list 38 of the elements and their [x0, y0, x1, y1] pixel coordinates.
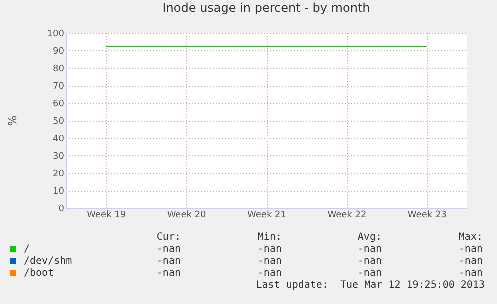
text: Avg:: [356, 232, 382, 244]
y-tick-label: 70: [53, 82, 65, 92]
y-tick-label: 100: [47, 30, 65, 40]
chart-title: Inode usage in percent - by month: [162, 1, 370, 15]
y-tick-label: 30: [53, 152, 65, 162]
y-tick-label: 40: [53, 134, 65, 144]
text: Last update: Tue Mar 12 19:25:00 2013: [255, 280, 485, 292]
text: -nan: [458, 244, 483, 256]
text: -nan: [356, 256, 382, 268]
y-tick-label: 80: [53, 64, 65, 74]
text: Min:: [256, 232, 282, 244]
text: -nan: [256, 244, 282, 256]
text: -nan: [458, 256, 483, 268]
y-tick-label: 50: [53, 117, 65, 127]
x-tick-label: Week 20: [167, 210, 207, 220]
x-tick-label: Week 22: [328, 210, 367, 220]
text: -nan: [256, 268, 282, 280]
y-axis-title: %: [6, 116, 20, 126]
text: -nan: [156, 268, 181, 280]
legend-label: /boot: [23, 268, 56, 280]
y-tick-label: 90: [53, 47, 65, 57]
text: -nan: [256, 256, 282, 268]
y-tick-label: 60: [53, 100, 65, 110]
text: Cur:: [156, 232, 181, 244]
text: -nan: [356, 244, 382, 256]
y-tick-label: 10: [53, 187, 65, 197]
y-tick-label: 20: [53, 170, 65, 180]
text: -nan: [156, 256, 181, 268]
y-tick-label: 0: [58, 204, 65, 214]
text: Max:: [458, 232, 483, 244]
text: -nan: [458, 268, 483, 280]
x-tick-label: Week 19: [87, 210, 126, 220]
legend-label: /dev/shm: [23, 256, 74, 268]
text: -nan: [156, 244, 181, 256]
x-tick-label: Week 21: [248, 210, 286, 220]
text: -nan: [356, 268, 382, 280]
legend-label: /: [23, 244, 32, 256]
x-tick-label: Week 23: [408, 210, 447, 220]
